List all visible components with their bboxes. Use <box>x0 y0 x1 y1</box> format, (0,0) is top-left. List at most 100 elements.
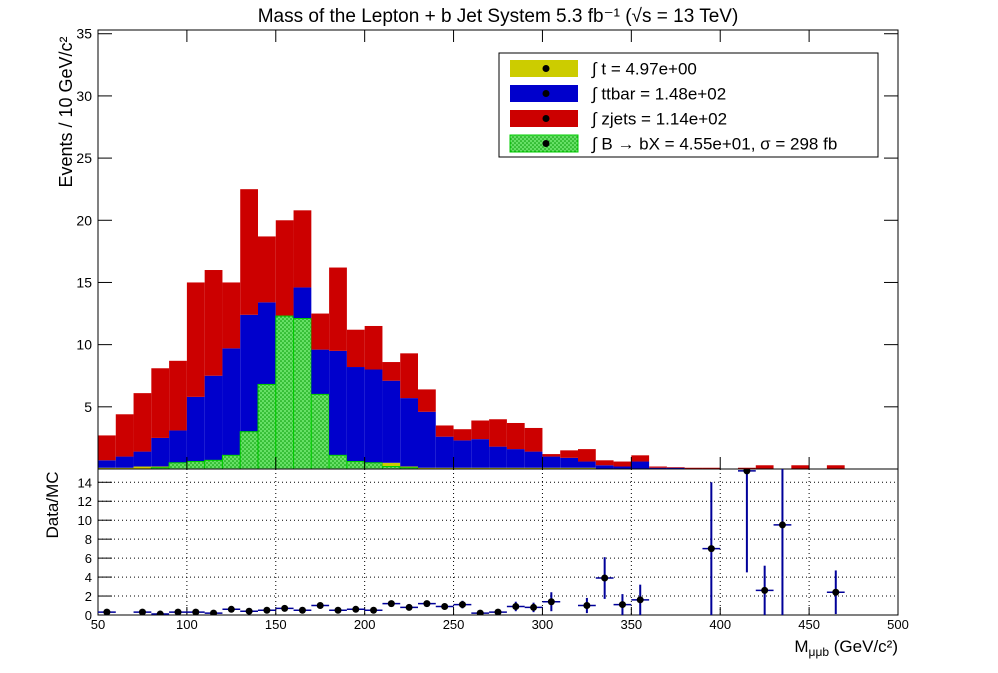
histogram-bar <box>204 375 223 467</box>
y-tick-label: 10 <box>76 337 92 353</box>
histogram-bar <box>702 467 721 469</box>
histogram-bar <box>542 467 561 469</box>
histogram-bar <box>204 270 223 376</box>
data-point <box>778 521 786 529</box>
data-point <box>441 602 449 610</box>
signal-bar <box>293 318 312 470</box>
x-tick-label: 50 <box>91 617 105 632</box>
histogram-bar <box>400 398 418 467</box>
histogram-bar <box>560 467 578 469</box>
histogram-bar <box>613 466 632 469</box>
histogram-bar <box>595 465 614 469</box>
histogram-bar <box>595 460 614 466</box>
histogram-bar <box>98 435 116 461</box>
histogram-bar <box>578 449 596 462</box>
histogram-bar <box>115 456 134 468</box>
x-tick-label: 150 <box>265 617 287 632</box>
data-point <box>423 600 431 608</box>
histogram-bar <box>222 348 241 467</box>
legend-label: ∫ ttbar = 1.48e+02 <box>591 85 726 104</box>
histogram-bar <box>542 454 561 457</box>
x-axis-label: Mμμb (GeV/c²) <box>794 637 898 659</box>
x-label-subscript: μμb <box>809 645 830 659</box>
y-tick-label: 2 <box>85 589 92 604</box>
data-point <box>707 545 715 553</box>
histogram-bar <box>418 467 436 469</box>
histogram-bar <box>346 329 365 368</box>
y-tick-label: 35 <box>76 26 92 42</box>
data-point <box>174 608 182 615</box>
histogram-bar <box>364 325 383 370</box>
signal-bar <box>168 462 188 470</box>
histogram-bar <box>115 414 134 457</box>
y-tick-label: 30 <box>76 88 92 104</box>
data-point <box>245 607 253 615</box>
ratio-frame <box>97 468 899 616</box>
data-point <box>334 606 342 614</box>
data-point <box>370 606 378 614</box>
histogram-bar <box>453 467 472 469</box>
signal-bar <box>328 454 348 470</box>
histogram-bar <box>133 393 152 452</box>
signal-bar <box>257 383 277 470</box>
histogram-bar <box>435 436 454 468</box>
data-point <box>156 610 164 615</box>
histogram-bar <box>649 467 667 469</box>
histogram-bar <box>524 467 543 469</box>
data-point <box>263 606 271 614</box>
x-tick-label: 400 <box>709 617 731 632</box>
histogram-bar <box>560 450 578 458</box>
signal-bar <box>346 461 366 470</box>
histogram-bar <box>293 210 312 288</box>
data-point <box>316 602 324 610</box>
histogram-bar <box>826 465 845 469</box>
data-point <box>601 574 609 582</box>
histogram-bar <box>382 362 401 381</box>
data-point <box>227 605 235 613</box>
y-axis-label: Events / 10 GeV/c² <box>56 36 76 187</box>
histogram-bar <box>791 465 810 469</box>
histogram-bar <box>346 367 365 467</box>
y-tick-label: 15 <box>76 274 92 290</box>
data-point <box>476 609 484 615</box>
histogram-bar <box>222 282 241 349</box>
legend-marker <box>542 140 550 147</box>
y-tick-label: 5 <box>84 399 92 415</box>
data-point <box>138 608 146 615</box>
signal-bar <box>204 459 223 470</box>
x-label-symbol: M <box>794 637 808 656</box>
legend-marker <box>542 65 550 72</box>
histogram-bar <box>151 368 170 438</box>
histogram-bar <box>578 461 596 468</box>
histogram-bar <box>364 369 383 467</box>
y-tick-label: 10 <box>78 513 92 528</box>
data-point <box>405 603 413 611</box>
histogram-bar <box>506 422 525 450</box>
x-tick-label: 100 <box>176 617 198 632</box>
histogram-bar <box>151 437 170 467</box>
x-tick-label: 250 <box>443 617 465 632</box>
y-tick-label: 14 <box>78 475 92 490</box>
x-tick-label: 350 <box>620 617 642 632</box>
data-point <box>298 606 306 614</box>
histogram-bar <box>98 467 116 469</box>
histogram-bar <box>133 466 152 469</box>
data-point <box>352 605 360 613</box>
data-point <box>743 469 751 475</box>
histogram-bar <box>524 451 543 468</box>
data-point <box>583 602 591 610</box>
histogram-bar <box>649 466 667 468</box>
histogram-bar <box>560 457 578 468</box>
ratio-y-axis-label: Data/MC <box>43 471 62 538</box>
histogram-bar <box>453 429 472 441</box>
histogram-bar <box>666 467 685 468</box>
y-tick-label: 8 <box>85 532 92 547</box>
data-point <box>494 608 502 615</box>
data-point <box>281 604 289 612</box>
histogram-bar <box>489 446 507 468</box>
histogram-bar <box>400 353 418 399</box>
y-tick-label: 20 <box>76 212 92 228</box>
signal-bar <box>310 393 330 470</box>
histogram-bar <box>186 396 205 463</box>
